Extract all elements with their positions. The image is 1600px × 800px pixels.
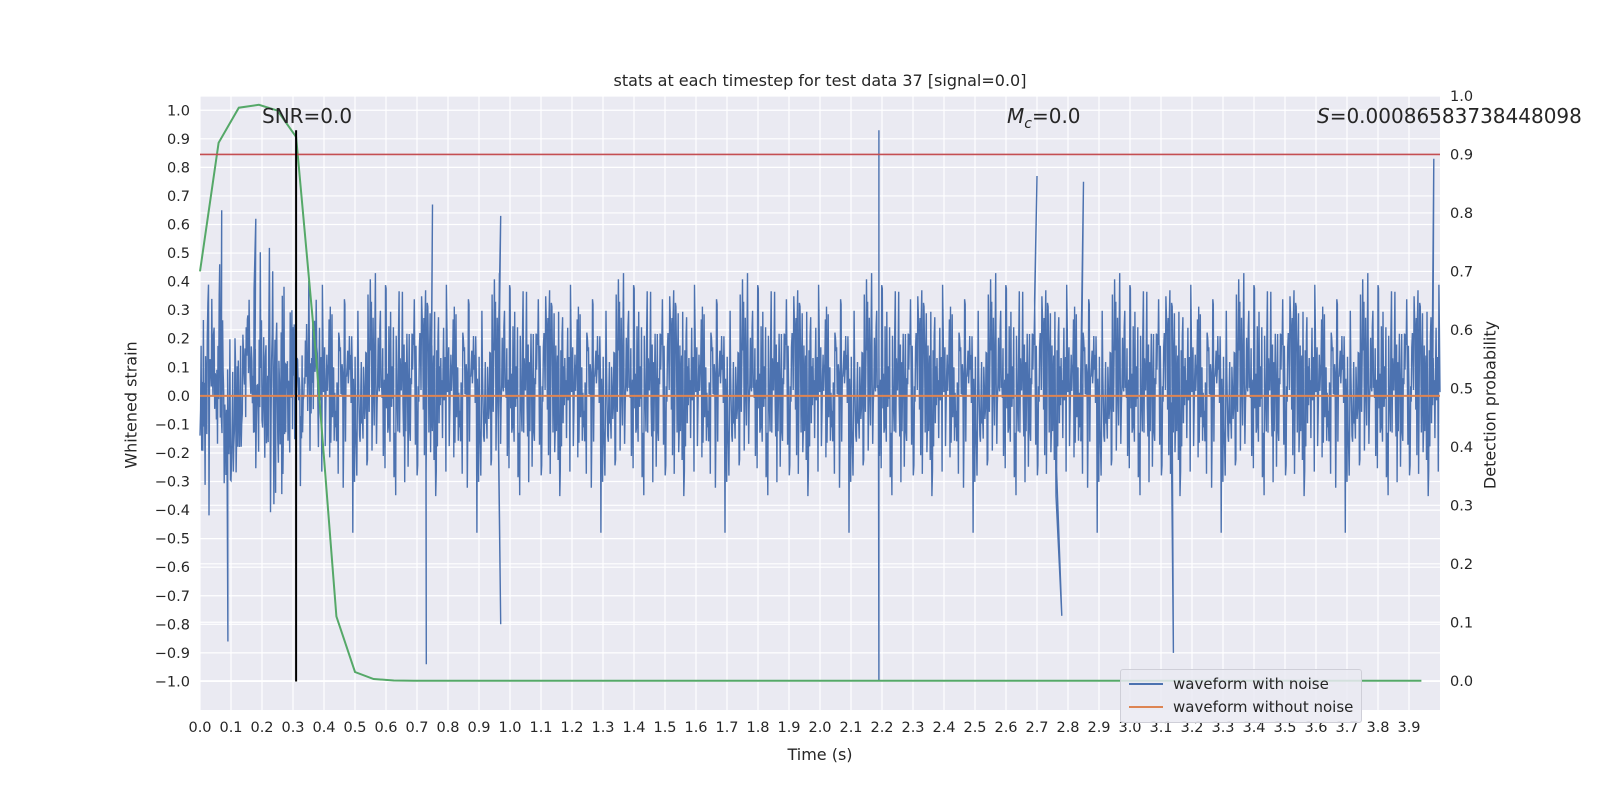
legend-label-with-noise: waveform with noise [1173, 675, 1329, 693]
y-tick-label: −0.1 [155, 417, 190, 433]
y-right-tick-label: 0.8 [1450, 206, 1473, 222]
x-tick-label: 0.3 [281, 720, 304, 736]
x-tick-label: 2.2 [870, 720, 893, 736]
y-tick-label: −0.9 [155, 646, 190, 662]
x-tick-label: 2.1 [839, 720, 862, 736]
x-tick-label: 2.0 [808, 720, 831, 736]
s-symbol: S [1317, 104, 1330, 128]
legend-label-without-noise: waveform without noise [1173, 698, 1354, 716]
x-tick-label: 0.8 [436, 720, 459, 736]
y-right-axis-label: Detection probability [1480, 320, 1500, 490]
s-annotation: S=0.00086583738448098 [1317, 104, 1582, 128]
x-tick-label: 2.9 [1087, 720, 1110, 736]
x-tick-label: 3.2 [1180, 720, 1203, 736]
x-tick-label: 3.0 [1118, 720, 1141, 736]
x-tick-label: 3.1 [1149, 720, 1172, 736]
y-tick-label: −0.3 [155, 475, 190, 491]
x-tick-label: 3.9 [1397, 720, 1420, 736]
x-tick-labels: 0.0 0.1 0.2 0.3 0.4 0.5 0.6 0.7 0.8 0.9 1.0 1.1 1.2 1… [188, 720, 1420, 736]
y-right-tick-label: 0.5 [1450, 381, 1473, 397]
detection-probability-line [199, 103, 1422, 682]
x-tick-label: 1.2 [560, 720, 583, 736]
y-tick-label: −0.6 [155, 560, 190, 576]
legend-item-with-noise: waveform with noise [1129, 674, 1329, 694]
y-tick-label: −0.5 [155, 532, 190, 548]
y-right-tick-label: 1.0 [1450, 89, 1473, 105]
mc-symbol: M [1007, 104, 1025, 128]
y-right-tick-label: 0.1 [1450, 615, 1473, 631]
mc-subscript: c [1024, 116, 1032, 132]
legend-swatch-with-noise [1129, 683, 1163, 685]
x-tick-label: 3.3 [1211, 720, 1234, 736]
y-right-tick-label: 0.9 [1450, 147, 1473, 163]
x-tick-label: 0.7 [405, 720, 428, 736]
x-tick-label: 3.4 [1242, 720, 1265, 736]
y-right-tick-label: 0.7 [1450, 264, 1473, 280]
y-right-tick-labels: 1.0 0.9 0.8 0.7 0.6 0.5 0.4 0.3 0.2 0.1 0.0 [1450, 89, 1473, 690]
series-detection-probability [199, 103, 1422, 682]
y-tick-label: −0.2 [155, 446, 190, 462]
x-tick-label: 0.6 [374, 720, 397, 736]
x-tick-label: 2.5 [963, 720, 986, 736]
y-tick-label: 0.7 [167, 189, 190, 205]
x-axis-label: Time (s) [787, 745, 853, 764]
x-tick-label: 1.7 [715, 720, 738, 736]
chirp-mass-annotation: Mc=0.0 [1007, 104, 1081, 132]
y-tick-label: −0.8 [155, 617, 190, 633]
chart-title: stats at each timestep for test data 37 … [613, 71, 1027, 90]
x-tick-label: 2.4 [932, 720, 955, 736]
x-tick-label: 1.1 [529, 720, 552, 736]
y-tick-label: 0.9 [167, 132, 190, 148]
x-tick-label: 0.4 [312, 720, 335, 736]
y-right-tick-label: 0.0 [1450, 674, 1473, 690]
y-tick-label: 0.1 [167, 360, 190, 376]
y-right-tick-label: 0.2 [1450, 557, 1473, 573]
x-tick-label: 1.9 [777, 720, 800, 736]
x-tick-label: 1.4 [622, 720, 645, 736]
x-tick-label: 3.7 [1335, 720, 1358, 736]
x-tick-label: 0.2 [250, 720, 273, 736]
x-tick-label: 3.5 [1273, 720, 1296, 736]
y-right-tick-label: 0.4 [1450, 440, 1473, 456]
y-tick-label: 0.5 [167, 246, 190, 262]
y-tick-label: 0.3 [167, 303, 190, 319]
x-tick-label: 1.5 [653, 720, 676, 736]
y-right-tick-label: 0.6 [1450, 323, 1473, 339]
x-tick-label: 3.8 [1366, 720, 1389, 736]
waveform-with-noise-line [199, 130, 1441, 682]
x-tick-label: 2.7 [1025, 720, 1048, 736]
y-tick-label: 0.8 [167, 160, 190, 176]
mc-value: =0.0 [1031, 104, 1081, 128]
x-tick-label: 1.3 [591, 720, 614, 736]
x-tick-label: 0.9 [467, 720, 490, 736]
y-tick-label: 0.0 [167, 389, 190, 405]
y-tick-label: 0.6 [167, 218, 190, 234]
legend-swatch-without-noise [1129, 706, 1163, 708]
snr-annotation: SNR=0.0 [262, 104, 353, 128]
x-tick-label: 1.0 [498, 720, 521, 736]
x-tick-label: 3.6 [1304, 720, 1327, 736]
y-tick-labels: 1.0 0.9 0.8 0.7 0.6 0.5 0.4 0.3 0.2 0.1 0.0 −0.1 −0.… [155, 103, 190, 690]
legend: waveform with noise waveform without noi… [1120, 669, 1362, 723]
x-tick-label: 0.0 [188, 720, 211, 736]
y-axis-label: Whitened strain [121, 341, 141, 469]
x-tick-label: 2.6 [994, 720, 1017, 736]
y-tick-label: −1.0 [155, 674, 190, 690]
y-tick-label: 0.4 [167, 275, 190, 291]
x-tick-label: 0.1 [219, 720, 242, 736]
y-tick-label: −0.4 [155, 503, 190, 519]
y-right-tick-label: 0.3 [1450, 498, 1473, 514]
series-waveform-with-noise [199, 130, 1441, 682]
y-tick-label: 1.0 [167, 103, 190, 119]
x-tick-label: 1.8 [746, 720, 769, 736]
y-tick-label: 0.2 [167, 332, 190, 348]
x-tick-label: 0.5 [343, 720, 366, 736]
s-value: =0.00086583738448098 [1329, 104, 1582, 128]
x-tick-label: 2.8 [1056, 720, 1079, 736]
x-tick-label: 2.3 [901, 720, 924, 736]
x-tick-label: 1.6 [684, 720, 707, 736]
legend-item-without-noise: waveform without noise [1129, 697, 1353, 717]
y-tick-label: −0.7 [155, 589, 190, 605]
